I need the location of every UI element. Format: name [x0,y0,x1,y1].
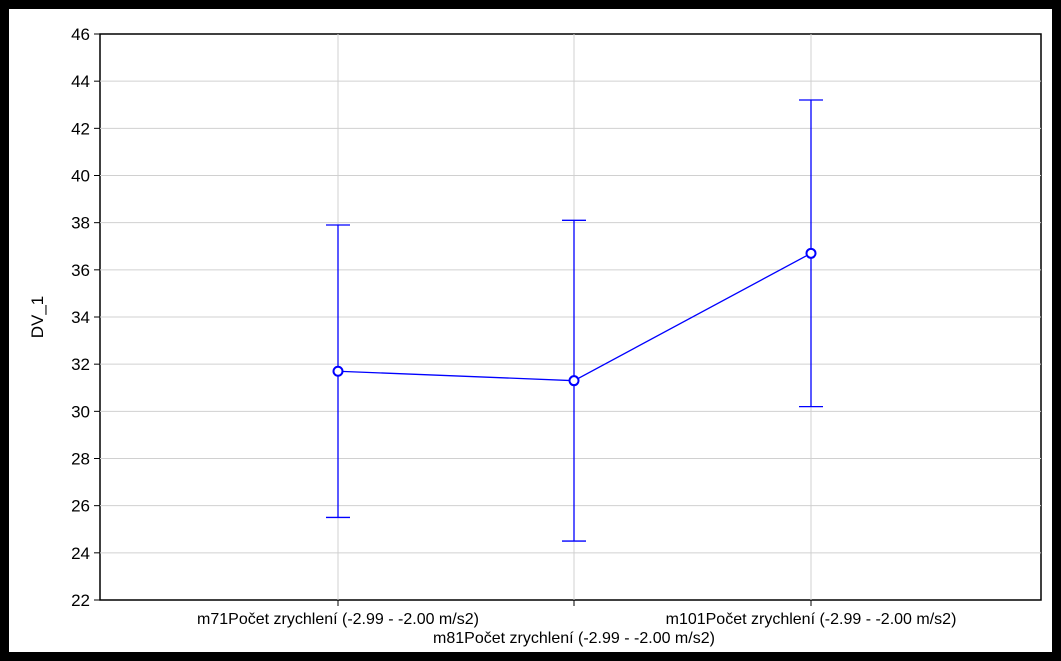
line-chart: 22 24 26 28 30 32 34 36 38 40 42 44 46 m71Počet zryc… [28,25,1042,647]
y-tick-label: 44 [71,72,90,91]
x-axis-categories: m71Počet zrychlení (-2.99 - -2.00 m/s2) m… [197,600,956,647]
x-category-label: m71Počet zrychlení (-2.99 - -2.00 m/s2) [197,611,479,628]
y-tick-label: 34 [71,308,90,327]
series-layer [326,99,823,542]
y-tick-label: 40 [71,167,90,186]
y-tick-label: 46 [71,25,90,44]
y-tick-label: 30 [71,402,90,421]
y-tick-label: 22 [71,591,90,610]
y-tick-label: 42 [71,119,90,138]
y-tick-label: 24 [71,544,90,563]
y-tick-label: 38 [71,214,90,233]
y-axis-ticks: 22 24 26 28 30 32 34 36 38 40 42 44 46 [71,25,100,610]
x-category-label: m101Počet zrychlení (-2.99 - -2.00 m/s2) [666,611,957,628]
y-tick-label: 36 [71,261,90,280]
y-tick-label: 32 [71,355,90,374]
data-point [805,247,817,259]
y-axis-title: DV_1 [28,296,47,339]
data-point [568,375,580,387]
y-tick-label: 26 [71,497,90,516]
y-tick-label: 28 [71,450,90,469]
data-point [332,365,344,377]
x-category-label: m81Počet zrychlení (-2.99 - -2.00 m/s2) [433,630,715,647]
chart-frame: 22 24 26 28 30 32 34 36 38 40 42 44 46 m71Počet zryc… [9,9,1052,652]
